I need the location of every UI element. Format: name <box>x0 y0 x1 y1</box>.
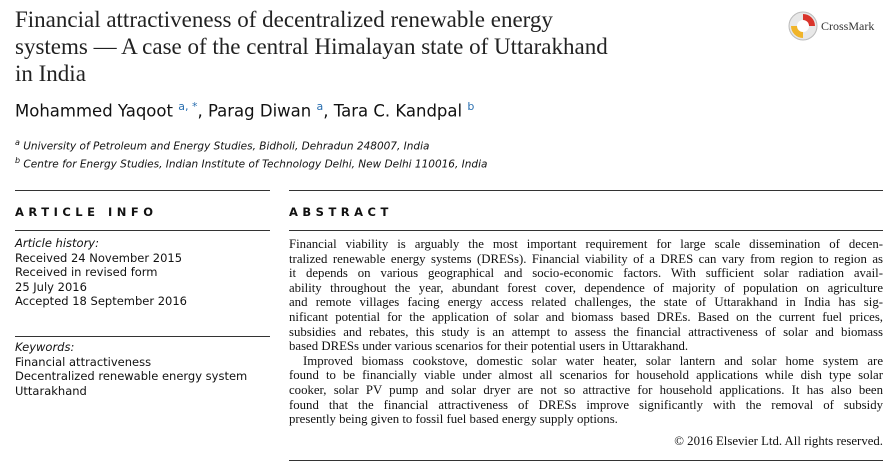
abstract-line: it depends on various geographical and s… <box>289 266 883 281</box>
abstract-line: found to be financially viable under alm… <box>289 368 883 383</box>
abstract: Financial viability is arguably the most… <box>289 237 883 448</box>
affiliation-text: University of Petroleum and Energy Studi… <box>23 140 430 153</box>
keywords: Keywords: Financial attractiveness Decent… <box>15 340 247 398</box>
abstract-line: Financial viability is arguably the most… <box>289 237 883 251</box>
copyright: © 2016 Elsevier Ltd. All rights reserved… <box>674 433 883 448</box>
paper-title: Financial attractiveness of decentralize… <box>15 6 608 87</box>
rule <box>289 460 883 461</box>
authors: Mohammed Yaqoot a, *, Parag Diwan a, Tar… <box>15 100 475 121</box>
author-name: Tara C. Kandpal <box>333 101 463 121</box>
abstract-line: presently being given to fossil fuel bas… <box>289 412 618 427</box>
affiliation: b Centre for Energy Studies, Indian Inst… <box>15 154 487 172</box>
abstract-line: cooker, solar PV pump and solar dryer ar… <box>289 382 883 397</box>
keyword: Decentralized renewable energy system <box>15 369 248 383</box>
rule <box>289 190 883 191</box>
crossmark-text[interactable]: CrossMark <box>821 19 874 33</box>
history-item: Received 24 November 2015 <box>15 250 183 265</box>
author-sup: a, * <box>178 100 198 113</box>
affiliation: a University of Petroleum and Energy Stu… <box>15 136 487 154</box>
author-sup: a <box>316 100 324 113</box>
affiliations: a University of Petroleum and Energy Stu… <box>15 136 487 172</box>
abstract-line: tralized renewable energy systems (DRESs… <box>289 251 883 266</box>
abstract-line: nificant potential for the application o… <box>289 309 883 324</box>
history-item: Received in revised form <box>15 265 158 279</box>
title-line: Financial attractiveness of decentralize… <box>15 7 553 32</box>
rule <box>289 230 883 231</box>
label: Keywords: <box>15 340 75 354</box>
rule <box>15 336 270 337</box>
keyword: Financial attractiveness <box>15 354 152 369</box>
abstract-line: based DRESs under various scenarios for … <box>289 339 689 354</box>
affiliation-text: Centre for Energy Studies, Indian Instit… <box>23 158 488 171</box>
title-line: in India <box>15 61 86 86</box>
rule <box>15 190 270 191</box>
author-name: Mohammed Yaqoot <box>15 101 173 121</box>
affiliation-sup: a <box>15 138 20 147</box>
affiliation-sup: b <box>15 156 21 165</box>
article-history: Article history: Received 24 November 20… <box>15 236 187 309</box>
abstract-line: and remote villages facing energy access… <box>289 295 883 310</box>
section-heading: ABSTRACT <box>289 205 393 219</box>
author-sup: b <box>467 100 475 113</box>
abstract-line: subsidies and rebates, this study is an … <box>289 324 883 339</box>
section-heading: ARTICLE INFO <box>15 205 158 219</box>
abstract-line: found that the financial attractiveness … <box>289 397 883 412</box>
keyword: Uttarakhand <box>15 383 87 398</box>
rule <box>15 230 270 231</box>
history-item: 25 July 2016 <box>15 279 87 294</box>
author-name: Parag Diwan <box>207 101 312 121</box>
abstract-line: ability throughout the year, abundant fo… <box>289 280 883 295</box>
label: Article history: <box>15 236 99 250</box>
crossmark-logo[interactable]: CrossMark <box>787 8 887 44</box>
title-line: systems — A case of the central Himalaya… <box>15 34 608 59</box>
history-item: Accepted 18 September 2016 <box>15 294 188 308</box>
abstract-line: Improved biomass cookstove, domestic sol… <box>303 353 883 368</box>
